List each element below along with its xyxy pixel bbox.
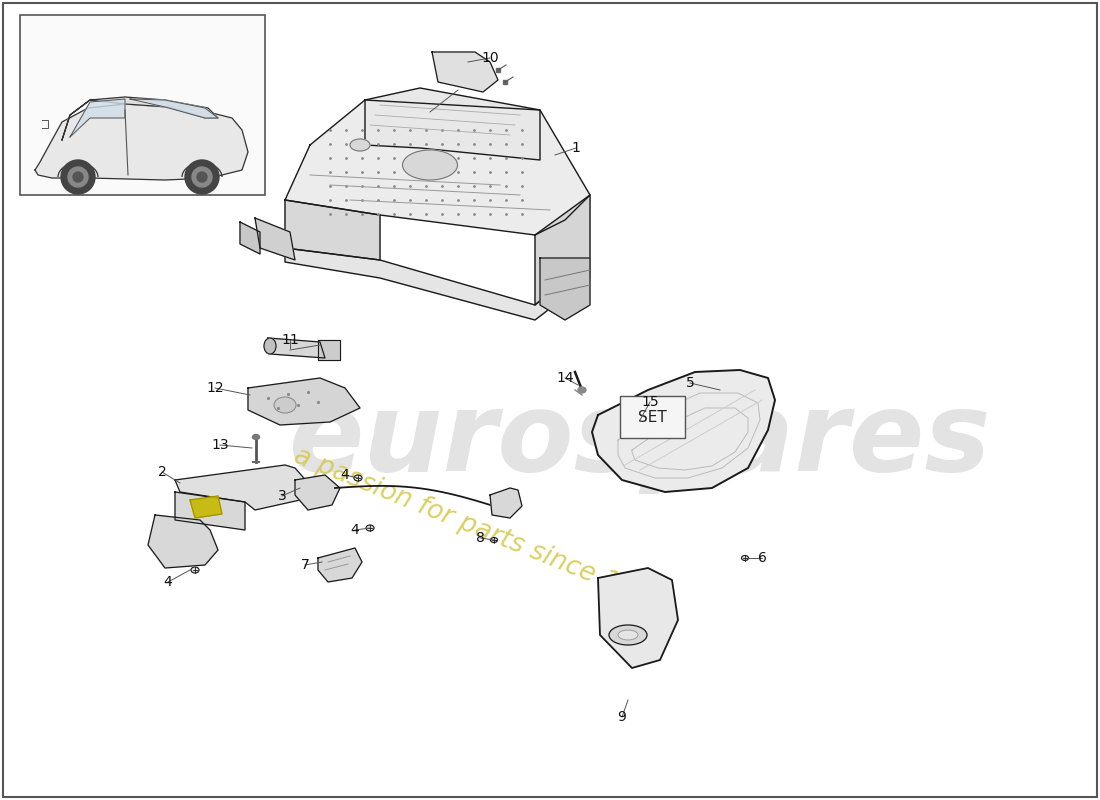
- Polygon shape: [268, 338, 324, 358]
- Circle shape: [60, 160, 95, 194]
- Text: 4: 4: [164, 575, 173, 589]
- Polygon shape: [540, 258, 590, 320]
- Text: 8: 8: [475, 531, 484, 545]
- Polygon shape: [592, 370, 776, 492]
- Polygon shape: [490, 488, 522, 518]
- Polygon shape: [255, 218, 295, 260]
- Polygon shape: [365, 88, 540, 160]
- Ellipse shape: [350, 139, 370, 151]
- Polygon shape: [295, 475, 340, 510]
- Ellipse shape: [578, 387, 586, 393]
- Text: 7: 7: [300, 558, 309, 572]
- Text: 10: 10: [481, 51, 498, 65]
- Text: 6: 6: [758, 551, 767, 565]
- Polygon shape: [62, 97, 218, 140]
- Polygon shape: [240, 222, 260, 254]
- Ellipse shape: [403, 150, 458, 180]
- Ellipse shape: [354, 475, 362, 481]
- Polygon shape: [70, 99, 125, 137]
- Polygon shape: [175, 465, 310, 510]
- Text: 2: 2: [157, 465, 166, 479]
- Polygon shape: [175, 492, 245, 530]
- Text: 3: 3: [277, 489, 286, 503]
- Polygon shape: [535, 195, 590, 305]
- Ellipse shape: [491, 538, 497, 542]
- Polygon shape: [432, 52, 498, 92]
- Polygon shape: [318, 340, 340, 360]
- Polygon shape: [35, 104, 248, 180]
- Ellipse shape: [264, 338, 276, 354]
- Text: 9: 9: [617, 710, 626, 724]
- Ellipse shape: [253, 434, 260, 439]
- Polygon shape: [318, 548, 362, 582]
- Text: 4: 4: [351, 523, 360, 537]
- Polygon shape: [248, 378, 360, 425]
- Text: 4: 4: [341, 468, 350, 482]
- Bar: [620, 396, 685, 438]
- Bar: [20, 15, 265, 195]
- Ellipse shape: [366, 525, 374, 531]
- Circle shape: [197, 172, 207, 182]
- Polygon shape: [285, 248, 590, 320]
- Circle shape: [185, 160, 219, 194]
- Text: eurospares: eurospares: [288, 386, 991, 494]
- Text: 11: 11: [282, 333, 299, 347]
- Polygon shape: [285, 100, 590, 235]
- Circle shape: [73, 172, 82, 182]
- Circle shape: [68, 167, 88, 187]
- Circle shape: [192, 167, 212, 187]
- Polygon shape: [148, 515, 218, 568]
- Text: 13: 13: [211, 438, 229, 452]
- Polygon shape: [130, 99, 218, 118]
- Text: a passion for parts since 1985: a passion for parts since 1985: [290, 443, 670, 617]
- Text: 1: 1: [572, 141, 581, 155]
- Ellipse shape: [609, 625, 647, 645]
- Text: 12: 12: [206, 381, 223, 395]
- Polygon shape: [190, 496, 222, 518]
- Polygon shape: [598, 568, 678, 668]
- Ellipse shape: [191, 567, 199, 573]
- Ellipse shape: [274, 397, 296, 413]
- Text: 14: 14: [557, 371, 574, 385]
- Ellipse shape: [741, 555, 748, 561]
- Text: SET: SET: [638, 410, 667, 425]
- Text: 5: 5: [685, 376, 694, 390]
- Text: 15: 15: [641, 395, 659, 409]
- Polygon shape: [285, 200, 380, 260]
- Ellipse shape: [618, 630, 638, 640]
